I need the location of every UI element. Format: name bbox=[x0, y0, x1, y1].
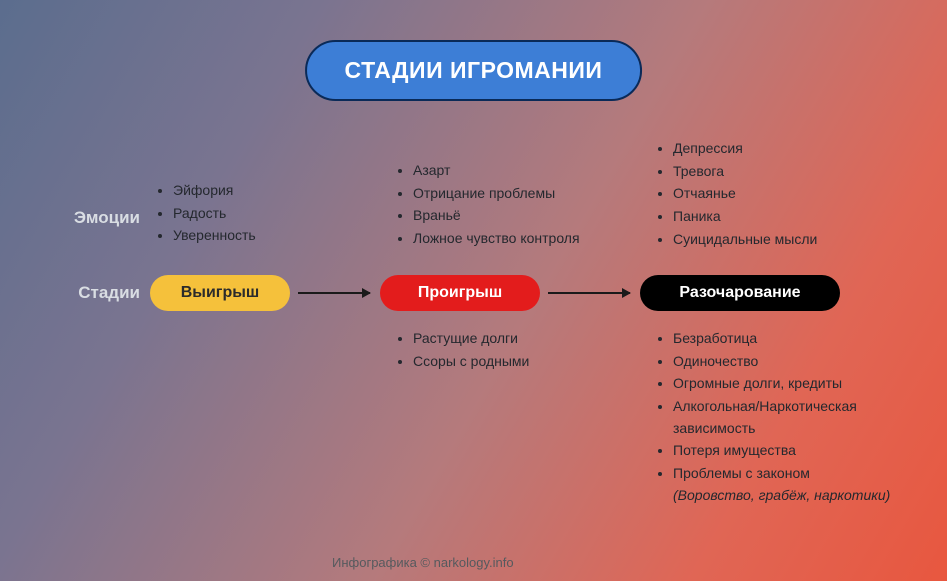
row-label-emotions: Эмоции bbox=[30, 208, 140, 228]
stage-pill-lose: Проигрыш bbox=[380, 275, 540, 311]
list-item: Отрицание проблемы bbox=[413, 183, 615, 205]
list-item: Паника bbox=[673, 206, 895, 228]
arrow-1 bbox=[298, 292, 370, 294]
list-item-note: (Воровство, грабёж, наркотики) bbox=[673, 487, 890, 503]
list-item: Депрессия bbox=[673, 138, 895, 160]
consequences-list-despair: Безработица Одиночество Огромные долги, … bbox=[655, 328, 895, 508]
list-item: Одиночество bbox=[673, 351, 895, 373]
list-item: Ссоры с родными bbox=[413, 351, 615, 373]
emotions-list-win: Эйфория Радость Уверенность bbox=[155, 180, 340, 248]
list-item: Азарт bbox=[413, 160, 615, 182]
list-item: Алкогольная/Наркотическая зависимость bbox=[673, 396, 895, 439]
list-item: Ложное чувство контроля bbox=[413, 228, 615, 250]
title-pill: СТАДИИ ИГРОМАНИИ bbox=[305, 40, 643, 101]
list-item: Огромные долги, кредиты bbox=[673, 373, 895, 395]
row-label-stages: Стадии bbox=[30, 283, 140, 303]
list-item: Потеря имущества bbox=[673, 440, 895, 462]
list-item: Радость bbox=[173, 203, 340, 225]
stage-pill-despair: Разочарование bbox=[640, 275, 840, 311]
list-item: Проблемы с законом (Воровство, грабёж, н… bbox=[673, 463, 895, 506]
arrow-2 bbox=[548, 292, 630, 294]
list-item-text: Проблемы с законом bbox=[673, 465, 810, 481]
list-item: Растущие долги bbox=[413, 328, 615, 350]
emotions-list-lose: Азарт Отрицание проблемы Враньё Ложное ч… bbox=[395, 160, 615, 251]
stage-pill-win: Выигрыш bbox=[150, 275, 290, 311]
list-item: Тревога bbox=[673, 161, 895, 183]
list-item: Враньё bbox=[413, 205, 615, 227]
consequences-list-lose: Растущие долги Ссоры с родными bbox=[395, 328, 615, 373]
list-item: Отчаянье bbox=[673, 183, 895, 205]
list-item: Безработица bbox=[673, 328, 895, 350]
list-item: Уверенность bbox=[173, 225, 340, 247]
emotions-list-despair: Депрессия Тревога Отчаянье Паника Суицид… bbox=[655, 138, 895, 251]
footer-credit: Инфографика © narkology.info bbox=[332, 555, 514, 570]
list-item: Эйфория bbox=[173, 180, 340, 202]
list-item: Суицидальные мысли bbox=[673, 229, 895, 251]
